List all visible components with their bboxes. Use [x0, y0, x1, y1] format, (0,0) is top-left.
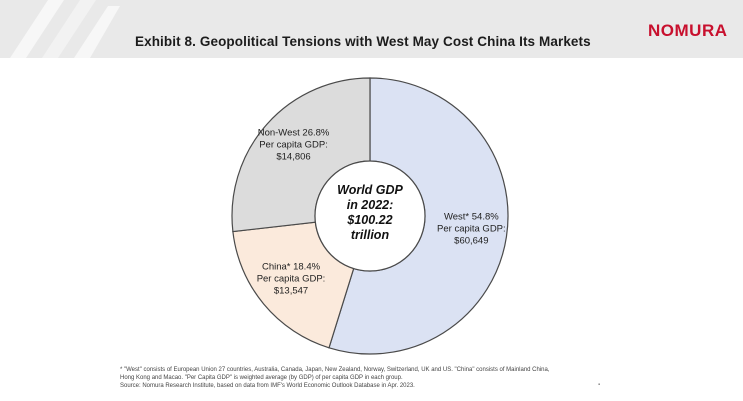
donut-center: [314, 160, 426, 272]
nomura-logo: NOMURA: [648, 21, 728, 40]
slice-label: China* 18.4% Per capita GDP: $13,547: [257, 261, 326, 296]
page-title: Exhibit 8. Geopolitical Tensions with We…: [135, 34, 591, 49]
slice-label: West* 54.8% Per capita GDP: $60,649: [437, 211, 506, 246]
center-label: World GDP in 2022: $100.22 trillion: [337, 183, 403, 242]
header-band: Exhibit 8. Geopolitical Tensions with We…: [0, 0, 743, 58]
footnote: * "West" consists of European Union 27 c…: [120, 366, 730, 390]
footnote-line: * "West" consists of European Union 27 c…: [120, 367, 550, 373]
slice-label: Non-West 26.8% Per capita GDP: $14,806: [258, 128, 330, 163]
footnote-line: Source: Nomura Research Institute, based…: [120, 383, 415, 389]
donut-chart: West* 54.8% Per capita GDP: $60,649 China* …: [231, 77, 509, 355]
header-decoration: [10, 0, 120, 58]
footnote-line: Hong Kong and Macao. "Per Capita GDP" is…: [120, 375, 403, 381]
page-number: ▪: [598, 382, 601, 388]
